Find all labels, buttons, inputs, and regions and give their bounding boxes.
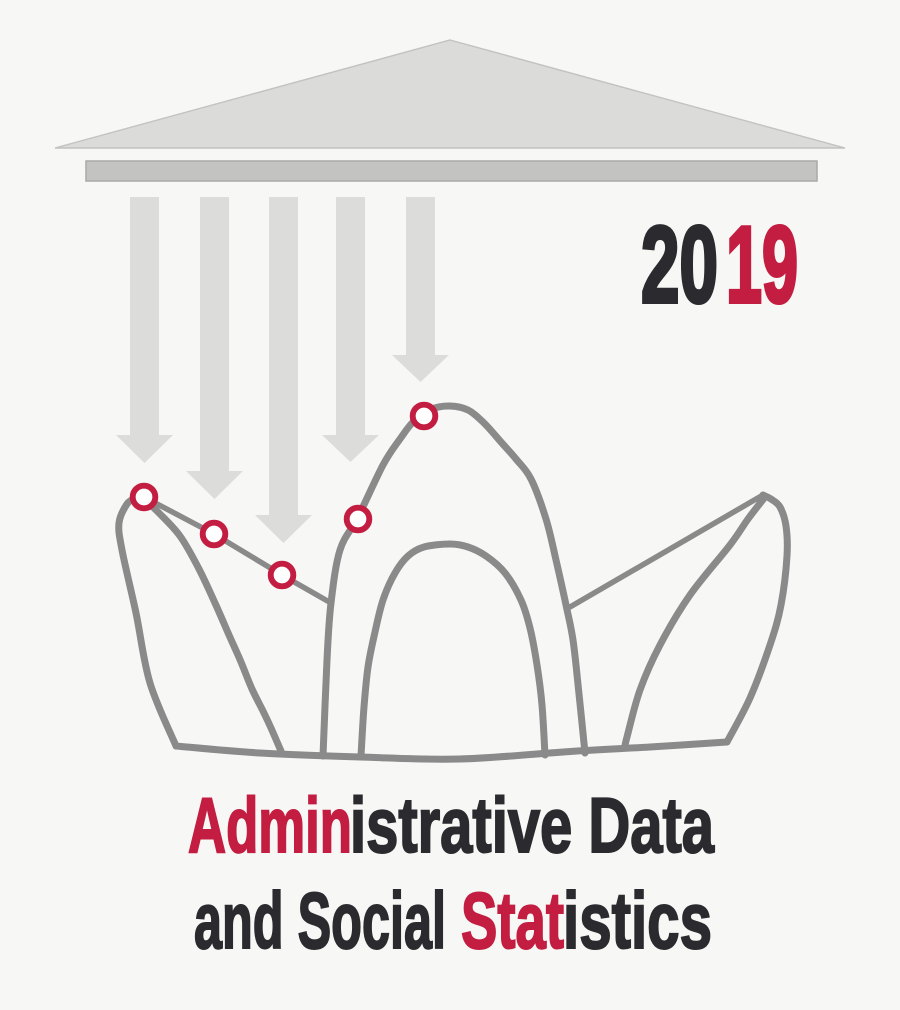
svg-text:and Social: and Social bbox=[194, 876, 446, 965]
svg-text:Stat: Stat bbox=[461, 876, 564, 965]
svg-text:20: 20 bbox=[641, 204, 718, 326]
svg-text:istics: istics bbox=[563, 876, 712, 965]
svg-text:19: 19 bbox=[726, 204, 798, 326]
svg-text:istrative Data: istrative Data bbox=[350, 781, 714, 869]
svg-text:Admin: Admin bbox=[188, 781, 352, 869]
